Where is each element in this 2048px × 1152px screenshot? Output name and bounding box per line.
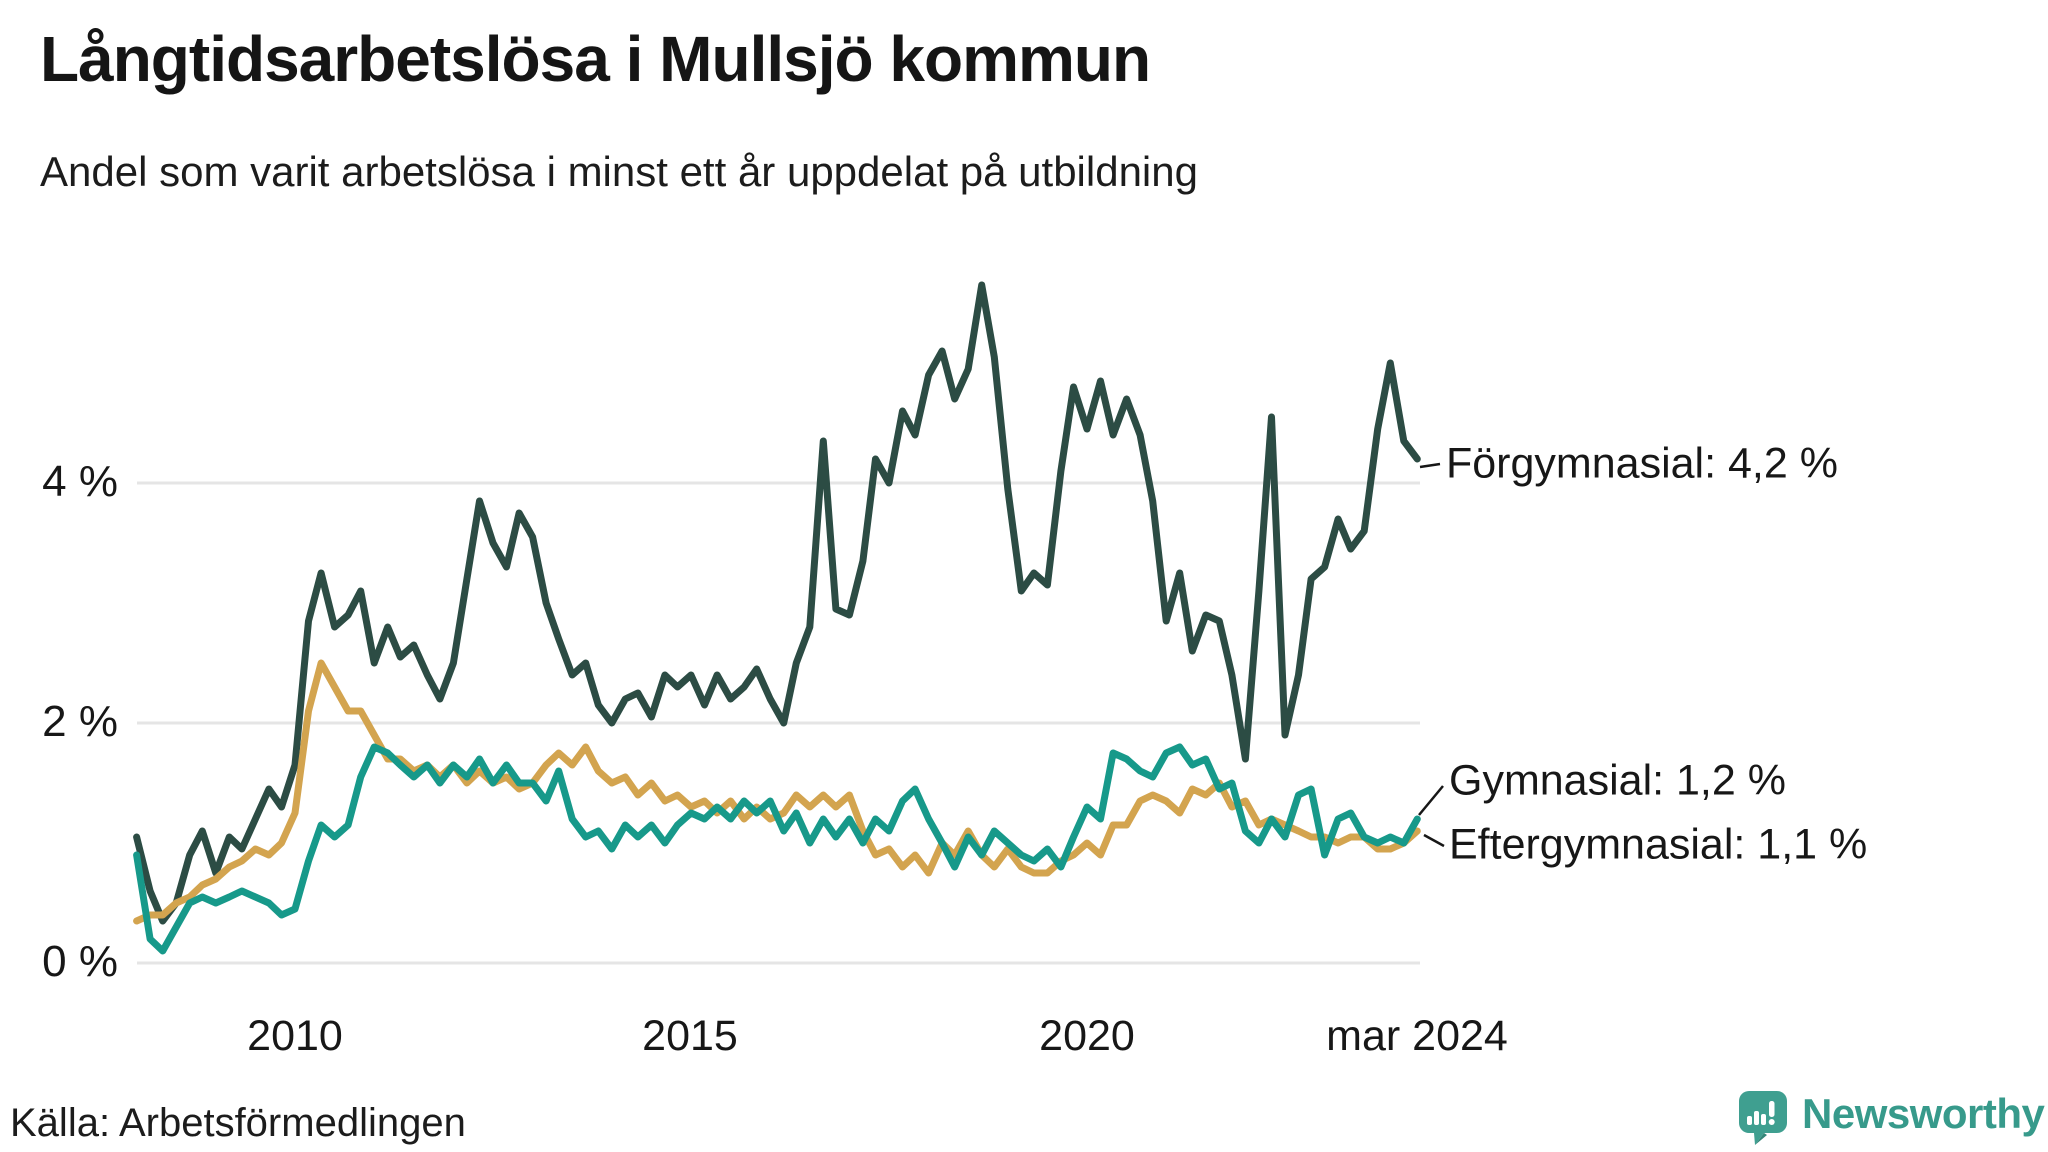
- source-attribution: Källa: Arbetsförmedlingen: [10, 1101, 466, 1145]
- x-tick-mar-2024: mar 2024: [1326, 1012, 1508, 1060]
- page-subtitle: Andel som varit arbetslösa i minst ett å…: [40, 148, 1198, 195]
- bar-3: [1761, 1114, 1766, 1125]
- y-tick-4pct: 4 %: [42, 457, 118, 506]
- connector-gymnasial: [1418, 785, 1444, 816]
- bar-1: [1747, 1116, 1752, 1125]
- y-tick-2pct: 2 %: [42, 697, 118, 746]
- speech-bubble-tail-shade: [1755, 1133, 1767, 1145]
- x-tick-2010: 2010: [247, 1012, 343, 1060]
- y-tick-0pct: 0 %: [42, 937, 118, 986]
- bar-2: [1754, 1111, 1759, 1125]
- newsworthy-logo[interactable]: Newsworthy: [1738, 1090, 2045, 1146]
- annotation-eftergymnasial: Eftergymnasial: 1,1 %: [1449, 820, 1868, 869]
- annotation-gymnasial: Gymnasial: 1,2 %: [1449, 756, 1786, 805]
- series-line-forgymnasial: [133, 281, 1421, 925]
- connector-eftergymnasial: [1423, 833, 1445, 848]
- series-line-gymnasial: [133, 743, 1421, 955]
- exclamation-dot: [1768, 1119, 1775, 1125]
- newsworthy-logo-icon: [1738, 1090, 1788, 1146]
- page-title: Långtidsarbetslösa i Mullsjö kommun: [40, 23, 1151, 95]
- connector-forgymnasial: [1419, 462, 1441, 469]
- exclamation-bar: [1769, 1101, 1775, 1117]
- x-tick-2015: 2015: [642, 1012, 738, 1060]
- annotation-forgymnasial: Förgymnasial: 4,2 %: [1446, 439, 1838, 488]
- newsworthy-logo-text: Newsworthy: [1802, 1090, 2045, 1137]
- x-tick-2020: 2020: [1039, 1012, 1135, 1060]
- series-line-eftergymnasial: [133, 659, 1421, 925]
